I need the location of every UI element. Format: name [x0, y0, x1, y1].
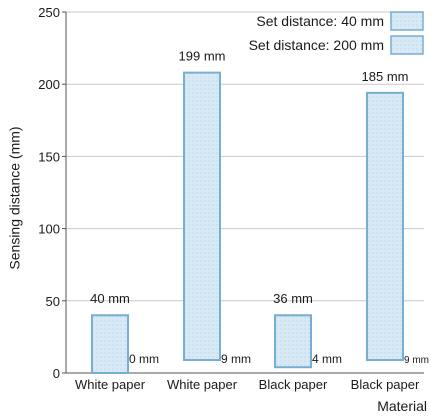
x-tick-label: White paper	[75, 377, 146, 392]
y-tick-label: 250	[38, 5, 60, 20]
x-tick-label: White paper	[167, 377, 238, 392]
y-tick-label: 150	[38, 149, 60, 164]
bar-value-label: 185 mm	[362, 69, 409, 84]
y-tick-label: 0	[53, 366, 60, 381]
bar-series-1-cat-1	[183, 71, 221, 362]
bar-series-0-cat-2	[274, 314, 312, 369]
bar-value-label: 40 mm	[90, 291, 130, 306]
bar-offset-label: 9 mm	[221, 352, 251, 366]
y-tick-label: 200	[38, 77, 60, 92]
bar-offset-label: 0 mm	[129, 352, 159, 366]
y-tick-label: 50	[46, 294, 60, 309]
legend-swatch	[390, 11, 424, 31]
bar-offset-label: 9 mm	[404, 355, 429, 366]
legend-label: Set distance: 40 mm	[256, 13, 384, 29]
bar-series-0-cat-0	[91, 314, 129, 374]
x-axis-title: Material	[377, 398, 427, 414]
x-tick-label: Black paper	[259, 377, 328, 392]
bar-series-1-cat-3	[366, 91, 404, 362]
legend-swatch	[390, 35, 424, 55]
bar-value-label: 36 mm	[273, 291, 313, 306]
x-tick-label: Black paper	[351, 377, 420, 392]
y-tick-label: 100	[38, 222, 60, 237]
legend-label: Set distance: 200 mm	[249, 37, 384, 53]
bar-offset-label: 4 mm	[312, 352, 342, 366]
bar-value-label: 199 mm	[179, 49, 226, 64]
